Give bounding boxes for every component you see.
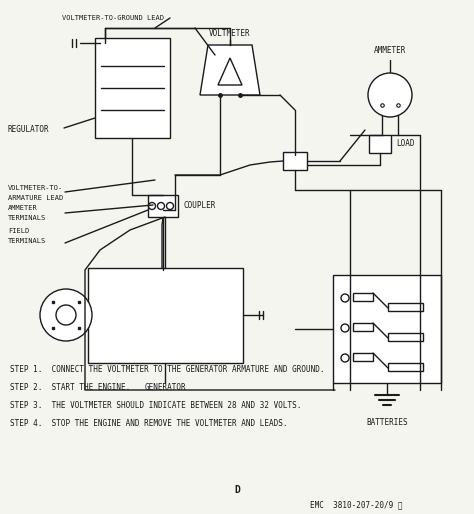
Bar [353,353,373,361]
Text: EMC  3810-207-20/9 Ⓢ: EMC 3810-207-20/9 Ⓢ [310,500,402,509]
Bar [388,363,423,371]
Text: AMMETER: AMMETER [374,46,406,55]
Text: STEP 3.  THE VOLTMETER SHOULD INDICATE BETWEEN 28 AND 32 VOLTS.: STEP 3. THE VOLTMETER SHOULD INDICATE BE… [10,401,301,410]
Text: STEP 2.  START THE ENGINE.: STEP 2. START THE ENGINE. [10,383,130,392]
Text: REGULATOR: REGULATOR [8,125,50,134]
Polygon shape [218,58,242,85]
Text: LOAD: LOAD [396,139,414,149]
Text: STEP 4.  STOP THE ENGINE AND REMOVE THE VOLTMETER AND LEADS.: STEP 4. STOP THE ENGINE AND REMOVE THE V… [10,419,288,428]
Bar [353,293,373,301]
Bar [88,268,243,363]
Circle shape [157,203,164,210]
Polygon shape [200,45,260,95]
Text: VOLTMETER-TO-: VOLTMETER-TO- [8,185,63,191]
Bar [283,152,307,170]
Circle shape [40,289,92,341]
Text: COUPLER: COUPLER [184,201,216,211]
Bar [369,135,391,153]
Text: FIELD: FIELD [8,228,29,234]
Text: BATTERIES: BATTERIES [366,418,408,427]
Circle shape [166,203,173,210]
Text: D: D [234,485,240,495]
Circle shape [56,305,76,325]
Text: ARMATURE LEAD: ARMATURE LEAD [8,195,63,201]
Text: STEP 1.  CONNECT THE VOLTMETER TO THE GENERATOR ARMATURE AND GROUND.: STEP 1. CONNECT THE VOLTMETER TO THE GEN… [10,365,325,374]
Text: TERMINALS: TERMINALS [8,238,46,244]
Bar [333,275,441,383]
Circle shape [368,73,412,117]
Text: GENERATOR: GENERATOR [144,383,186,392]
Bar [95,38,170,138]
Circle shape [341,324,349,332]
Text: VOLTMETER-TO-GROUND LEAD: VOLTMETER-TO-GROUND LEAD [62,15,164,21]
Circle shape [341,354,349,362]
Bar [388,333,423,341]
Bar [388,303,423,311]
Text: TERMINALS: TERMINALS [8,215,46,221]
Circle shape [148,203,155,210]
Circle shape [341,294,349,302]
Bar [353,323,373,331]
Bar [148,195,178,217]
Text: VOLTMETER: VOLTMETER [209,29,251,38]
Text: AMMETER: AMMETER [8,205,38,211]
